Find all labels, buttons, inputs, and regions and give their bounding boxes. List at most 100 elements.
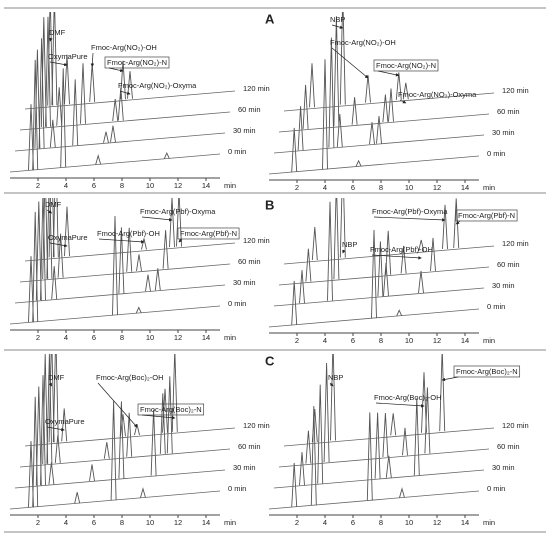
x-tick-label: 8 [379, 518, 383, 527]
peak [305, 248, 312, 282]
trace-baseline [9, 305, 221, 325]
trace-baseline [273, 469, 485, 489]
peak [52, 198, 59, 258]
peak [169, 198, 175, 248]
trace-baseline [278, 266, 490, 286]
annotation: Fmoc-Arg(Boc)₂-OH [96, 373, 164, 382]
peak [297, 106, 304, 151]
x-tick-label: 2 [295, 336, 299, 345]
peak [64, 206, 70, 257]
peak [171, 354, 178, 432]
annotation: Fmoc-Arg(NO₂)-Oxyma [398, 90, 477, 99]
x-tick-label: 8 [120, 181, 124, 190]
peak [339, 12, 346, 105]
annotation: Fmoc-Arg(Pbf)-Oxyma [372, 207, 448, 216]
peak [291, 127, 298, 172]
trace-baseline [273, 134, 485, 154]
legend-label: 0 min [228, 299, 246, 308]
legend-label: 0 min [487, 149, 505, 158]
trace-baseline [24, 427, 236, 447]
trace-baseline [268, 308, 480, 328]
peak [89, 464, 95, 482]
annotation: OxymaPure [48, 233, 88, 242]
plot [9, 354, 236, 510]
peak [390, 413, 397, 436]
peak [120, 414, 126, 437]
peak [141, 238, 147, 250]
peak [453, 198, 460, 248]
peak [140, 487, 146, 498]
annotation-arrow [97, 382, 138, 428]
peak [442, 204, 448, 249]
trace-baseline [283, 245, 495, 265]
annotation: Fmoc-Arg(Pbf)-OH [97, 229, 160, 238]
legend-label: 120 min [243, 421, 270, 430]
x-tick-label: 6 [92, 333, 96, 342]
x-tick-label: 4 [64, 333, 68, 342]
peak [385, 230, 392, 275]
x-tick-label: 4 [323, 183, 327, 192]
peak [48, 354, 55, 443]
plot [268, 12, 495, 175]
annotation: Fmoc-Arg(NO₂)-OH [330, 38, 396, 47]
peak [374, 412, 381, 479]
annotation-arrow [375, 402, 425, 408]
trace-baseline [268, 155, 480, 175]
peak [46, 198, 53, 279]
annotation-arrow [141, 414, 176, 420]
peak [402, 427, 408, 456]
annotation-arrow [399, 99, 407, 104]
trace-baseline [283, 427, 495, 447]
trace-baseline [268, 490, 480, 510]
peak [371, 229, 377, 319]
annotation-arrow [441, 376, 459, 382]
trace-baseline [283, 92, 495, 112]
annotation: NBP [328, 373, 343, 382]
peak [322, 59, 328, 170]
annotation-arrow [331, 24, 344, 29]
legend-label: 30 min [492, 463, 515, 472]
x-tick-label: 10 [146, 181, 154, 190]
legend-label: 60 min [238, 257, 261, 266]
peak [42, 198, 49, 279]
trace-baseline [14, 469, 226, 489]
annotation-arrow [49, 37, 53, 42]
x-tick-label: 10 [405, 183, 413, 192]
peak [57, 233, 64, 278]
plot [9, 12, 236, 173]
peak [51, 12, 58, 106]
peak [388, 88, 394, 122]
x-tick-label: 10 [405, 336, 413, 345]
trace-baseline [19, 448, 231, 468]
x-tick-label: 14 [461, 183, 469, 192]
annotation: DMF [45, 200, 62, 209]
legend-label: 60 min [497, 107, 520, 116]
x-tick-label: 14 [202, 518, 210, 527]
peak [120, 60, 126, 100]
x-tick-label: 4 [323, 518, 327, 527]
panel-letter: C [265, 353, 275, 368]
peak [118, 401, 125, 479]
legend-label: 60 min [238, 442, 261, 451]
peak [382, 94, 389, 123]
peak [80, 63, 86, 124]
annotation-arrow [48, 382, 52, 387]
x-tick-label: 10 [146, 518, 154, 527]
peak [48, 198, 55, 258]
peak [72, 79, 79, 146]
peak [309, 63, 315, 108]
legend-label: 30 min [233, 278, 256, 287]
peak [330, 354, 336, 441]
peak [34, 49, 41, 149]
peak [40, 17, 47, 128]
x-tick-label: 12 [174, 518, 182, 527]
legend-label: 30 min [233, 126, 256, 135]
trace-baseline [24, 242, 236, 262]
peak [110, 401, 117, 501]
peak [333, 198, 340, 280]
peak [336, 113, 343, 147]
annotation-box [177, 227, 240, 240]
annotation: OxymaPure [48, 52, 88, 61]
peak [28, 104, 34, 171]
annotation: Fmoc-Arg(NO₂)-Oxyma [118, 81, 197, 90]
